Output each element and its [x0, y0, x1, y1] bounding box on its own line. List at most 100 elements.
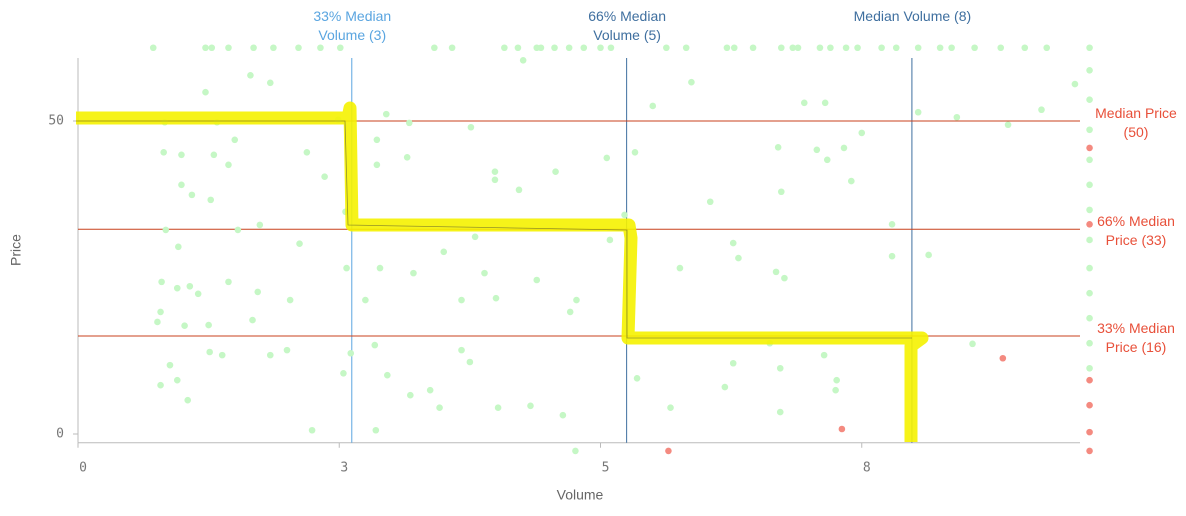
point [494, 404, 502, 412]
point [735, 254, 742, 262]
point [565, 44, 573, 52]
point [854, 44, 861, 52]
point [969, 340, 976, 348]
point [178, 151, 185, 159]
point [157, 308, 164, 316]
point [405, 119, 413, 127]
point [663, 44, 670, 52]
point [1086, 206, 1093, 214]
point [832, 386, 839, 394]
point [1086, 96, 1093, 104]
point [207, 196, 215, 204]
point [175, 243, 182, 251]
point [551, 44, 558, 52]
point [794, 44, 802, 52]
point [721, 383, 729, 391]
point [1086, 364, 1093, 372]
point [953, 113, 961, 121]
point [371, 341, 379, 349]
point [343, 264, 350, 272]
point [1038, 106, 1045, 114]
point [533, 276, 541, 284]
point [173, 376, 181, 384]
point [347, 349, 355, 357]
point [440, 248, 448, 256]
x-axis-title: Volume [557, 487, 604, 503]
point [254, 288, 262, 296]
point [376, 264, 384, 272]
point [295, 44, 302, 52]
point [1086, 44, 1093, 52]
point [888, 252, 896, 260]
point [467, 123, 475, 131]
point [842, 44, 850, 52]
point [491, 168, 499, 176]
point [491, 176, 499, 184]
point [649, 102, 657, 110]
point [892, 44, 900, 52]
point [925, 251, 932, 259]
x-tick-label: 8 [863, 461, 871, 476]
point [1086, 144, 1093, 152]
y-tick-label: 50 [48, 114, 64, 129]
point [519, 56, 527, 64]
point [166, 361, 174, 369]
point [1086, 126, 1093, 134]
point [321, 173, 328, 181]
y-axis-title: Price [8, 234, 24, 266]
point [606, 236, 614, 244]
point [1043, 44, 1051, 52]
point [158, 278, 165, 286]
point [1086, 264, 1093, 272]
point [1086, 156, 1093, 164]
point [173, 284, 181, 292]
point [317, 44, 324, 52]
point [1086, 289, 1093, 297]
point [816, 44, 824, 52]
point [162, 226, 170, 234]
point [914, 44, 922, 52]
point [823, 156, 831, 164]
point [878, 44, 885, 52]
point [813, 146, 821, 154]
point [256, 221, 264, 229]
point [676, 264, 684, 272]
point [607, 44, 615, 52]
point [382, 110, 390, 118]
point [202, 44, 209, 52]
point [1086, 220, 1093, 228]
point [458, 346, 465, 354]
point [515, 186, 523, 194]
point [250, 44, 257, 52]
point [448, 44, 456, 52]
point [184, 396, 192, 404]
point [566, 308, 574, 316]
point [776, 364, 784, 372]
point [373, 136, 381, 144]
point [340, 369, 347, 377]
point [527, 402, 534, 410]
point [800, 99, 808, 107]
point [1086, 376, 1093, 384]
point [781, 274, 788, 282]
point [1086, 428, 1093, 436]
point [308, 426, 316, 434]
point [633, 374, 641, 382]
point [410, 269, 417, 277]
point [403, 154, 411, 161]
y-reference-label: 66% Median Price (33) [1097, 213, 1175, 249]
point [234, 226, 242, 234]
x-tick-label: 0 [79, 461, 87, 476]
point [820, 351, 828, 359]
point [225, 278, 232, 286]
point [838, 425, 846, 433]
point [706, 198, 714, 206]
point [1021, 44, 1029, 52]
point [210, 151, 218, 159]
x-reference-label: 66% Median Volume (5) [588, 8, 667, 43]
point [154, 318, 161, 326]
point [1004, 121, 1012, 129]
point [384, 371, 391, 379]
point [999, 354, 1007, 362]
point [848, 177, 855, 185]
